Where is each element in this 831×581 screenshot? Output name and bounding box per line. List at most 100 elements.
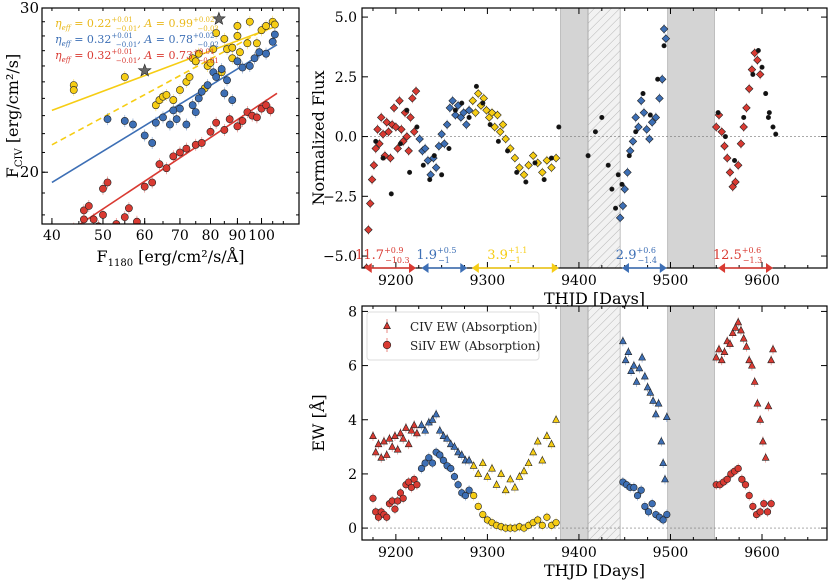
amplitude-value: 0.78 (168, 33, 193, 46)
eta-subscript: eff (62, 40, 72, 48)
y-tick-label: 2 (348, 467, 357, 483)
data-point-CIV (542, 431, 551, 439)
data-point-CIV (410, 420, 419, 429)
data-point-red (124, 204, 133, 213)
data-point-red (262, 101, 270, 110)
y-tick-label: 0.0 (335, 130, 357, 146)
data-point-SiIV (369, 494, 377, 502)
amplitude-value: 0.73 (168, 49, 193, 62)
y-axis-label: FCIV [erg/cm²/s] (3, 54, 25, 178)
data-point-full-lightcurve (368, 275, 372, 279)
data-point-full-lightcurve (722, 134, 728, 140)
data-point-CIV (651, 409, 660, 418)
data-point-blue (197, 87, 206, 96)
data-point-yellow (120, 73, 129, 81)
x-tick-label: 9200 (378, 273, 414, 289)
data-point-CIV (737, 325, 745, 334)
data-point-SiIV (383, 513, 391, 521)
y-label-sub: CIV (14, 147, 25, 167)
data-point-CIV (435, 426, 444, 434)
star-marker (137, 63, 152, 77)
x-tick-label: 9600 (744, 545, 780, 561)
data-point-full-lightcurve (397, 141, 403, 147)
data-point-CIV (377, 453, 386, 461)
data-point-red (133, 217, 141, 224)
y-tick-label: −2.5 (323, 189, 357, 205)
period-value: 11.7 (355, 248, 384, 263)
data-point-blue (203, 81, 212, 89)
data-point-CIV (726, 339, 734, 347)
data-point-full-lightcurve (585, 153, 591, 159)
data-point-CIV (635, 363, 644, 372)
data-point-segment-1 (404, 146, 413, 156)
data-point-CIV (439, 431, 448, 439)
data-point-full-lightcurve (380, 155, 386, 161)
data-point-CIV (407, 426, 416, 434)
data-point-full-lightcurve (770, 124, 776, 130)
period-plus-error: +0.9 (384, 246, 403, 255)
arrow-head-right (659, 263, 667, 273)
period-value: 2.9 (616, 248, 637, 263)
period-label: 11.7+0.9 −10.3 (355, 246, 410, 265)
data-point-CIV (396, 428, 405, 437)
equals: = (71, 33, 87, 46)
data-point-full-lightcurve (452, 107, 458, 113)
amplitude-minus-error: −0.02 (197, 41, 218, 49)
data-point-blue (194, 94, 203, 103)
data-point-yellow (191, 57, 200, 66)
data-point-CIV (506, 474, 515, 483)
data-point-CIV (417, 420, 426, 429)
data-point-segment-5 (725, 168, 735, 177)
x-tick-label: 9600 (744, 273, 780, 289)
data-point-red (70, 225, 77, 232)
period-value: 1.9 (416, 248, 437, 263)
data-point-blue (166, 120, 174, 129)
data-point-CIV (404, 439, 413, 448)
data-point-CIV (638, 353, 647, 361)
data-point-CIV (720, 347, 729, 356)
data-point-yellow (245, 17, 254, 26)
period-label: 3.9+1.1 −1 (487, 246, 527, 265)
data-point-segment-1 (411, 86, 421, 96)
data-point-segment-1 (366, 199, 375, 208)
data-point-CIV (745, 355, 754, 364)
data-point-CIV (432, 409, 441, 418)
data-point-CIV (385, 434, 394, 442)
data-gap-region (560, 8, 589, 268)
arrow-head-right (409, 263, 417, 273)
data-point-CIV (465, 455, 474, 464)
data-point-segment-5 (720, 141, 729, 151)
data-point-full-lightcurve (619, 181, 625, 187)
eta-plus-error: +0.01 (111, 32, 132, 40)
data-point-full-lightcurve (466, 114, 472, 120)
y-tick-label: 30 (20, 0, 39, 17)
data-point-SiIV (723, 475, 731, 483)
data-point-CIV (661, 474, 669, 483)
eta-symbol: η (55, 17, 62, 30)
x-axis-label: THJD [Days] (544, 289, 645, 308)
fit-line-yellow-dashed (51, 22, 278, 146)
data-point-SiIV (745, 491, 753, 500)
plot-area (51, 11, 279, 232)
data-point-blue (212, 73, 221, 81)
data-point-SiIV (637, 486, 645, 494)
data-point-CIV (469, 461, 478, 469)
data-point-full-lightcurve (763, 91, 769, 97)
x-tick-label: 9500 (653, 545, 689, 561)
data-point-CIV (753, 399, 762, 407)
x-tick-label: 9400 (561, 545, 597, 561)
data-point-CIV (654, 399, 663, 407)
data-point-SiIV (479, 510, 487, 519)
x-tick-label: 9200 (378, 545, 414, 561)
data-point-segment-3 (495, 127, 505, 137)
eta-minus-error: −0.01 (116, 41, 137, 49)
data-point-segment-3 (524, 161, 533, 170)
data-point-CIV (632, 377, 641, 385)
data-point-CIV (492, 480, 501, 488)
eta-subscript: eff (62, 56, 72, 64)
data-point-CIV (657, 436, 666, 445)
data-point-segment-3 (510, 153, 520, 163)
data-point-CIV (767, 355, 776, 364)
data-point-CIV (761, 453, 770, 461)
arrow-head-left (471, 263, 479, 273)
